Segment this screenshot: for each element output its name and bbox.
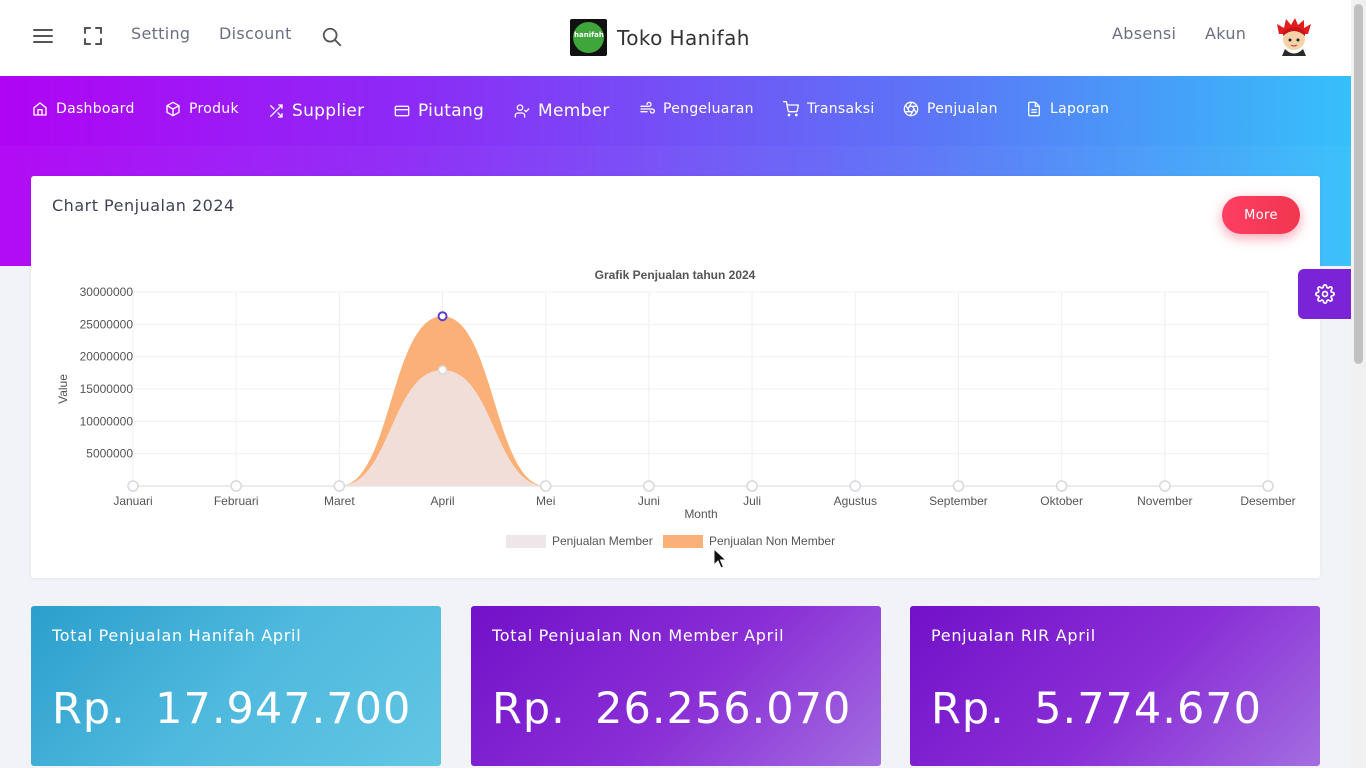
box-icon [166, 101, 180, 117]
scrollbar-thumb[interactable] [1354, 4, 1363, 364]
brand[interactable]: hanifah Toko Hanifah [570, 19, 750, 56]
stat-value: Rp. 17.947.700 [52, 684, 412, 734]
nav-label: Member [538, 101, 610, 121]
chart-y-tick-label: 20000000 [80, 350, 134, 364]
chart-x-tick-label: Maret [324, 494, 355, 508]
chart-point [333, 480, 346, 492]
chart-x-tick-label: Desember [1240, 494, 1295, 508]
menu-icon[interactable] [31, 24, 55, 48]
nav-item-penjualan[interactable]: Penjualan [903, 101, 998, 117]
chart-legend-swatch [663, 535, 703, 548]
nav-item-piutang[interactable]: Piutang [394, 101, 484, 121]
discount-link[interactable]: Discount [219, 24, 292, 43]
nav-label: Piutang [418, 101, 485, 121]
stat-label: Penjualan RIR April [931, 626, 1096, 645]
chart-point [1262, 480, 1274, 492]
chart-title: Grafik Penjualan tahun 2024 [595, 268, 756, 282]
chart-y-tick-label: 5000000 [86, 447, 133, 461]
credit-card-icon [394, 105, 410, 117]
chart-y-tick-label: 10000000 [80, 414, 134, 428]
chart-legend-swatch [506, 535, 546, 548]
chart-x-tick-label: Agustus [834, 494, 877, 508]
file-icon [1028, 101, 1040, 117]
main-nav: Dashboard Produk Supplier Piutang Member… [0, 76, 1351, 146]
nav-label: Supplier [292, 101, 365, 121]
nav-label: Dashboard [56, 101, 135, 117]
chart-point [437, 365, 448, 375]
chart-area-non-member [133, 316, 1268, 486]
chart-y-tick-label: 30000000 [80, 285, 134, 299]
stat-card-total-hanifah: Total Penjualan Hanifah April Rp. 17.947… [31, 606, 441, 766]
fullscreen-icon[interactable] [81, 24, 105, 48]
home-icon [33, 102, 47, 116]
mouse-cursor-icon [713, 548, 727, 569]
chart-point [127, 480, 139, 492]
chart-x-tick-label: April [431, 494, 455, 508]
user-check-icon [514, 104, 530, 118]
stat-value: Rp. 26.256.070 [492, 684, 852, 734]
chart-y-tick-label: 25000000 [80, 317, 134, 331]
chart-y-tick-label: 15000000 [80, 382, 134, 396]
cart-icon [783, 101, 799, 117]
chart-y-axis-label: Value [56, 374, 70, 404]
chart-x-tick-label: Januari [113, 494, 152, 508]
nav-label: Penjualan [927, 101, 998, 117]
settings-tab[interactable] [1298, 269, 1351, 319]
stat-value: Rp. 5.774.670 [931, 684, 1263, 734]
nav-label: Laporan [1050, 101, 1110, 117]
chart-x-tick-label: Juli [743, 494, 761, 508]
nav-label: Produk [189, 101, 239, 117]
sales-chart: Grafik Penjualan tahun 2024 5000000 100000… [56, 268, 1296, 548]
chart-point [849, 480, 862, 492]
avatar[interactable] [1276, 18, 1312, 56]
chart-point [539, 480, 552, 492]
nav-item-transaksi[interactable]: Transaksi [783, 101, 875, 117]
akun-link[interactable]: Akun [1205, 24, 1247, 43]
brand-logo: hanifah [570, 19, 607, 56]
chart-x-tick-label: Juni [638, 494, 660, 508]
chart-point [437, 311, 448, 322]
nav-item-supplier[interactable]: Supplier [268, 101, 364, 121]
chart-x-tick-label: Februari [214, 494, 259, 508]
chart-point [1055, 480, 1068, 492]
chart-x-tick-label: September [929, 494, 988, 508]
chart-card-title: Chart Penjualan 2024 [52, 196, 235, 215]
aperture-icon [903, 101, 919, 117]
brand-name: Toko Hanifah [617, 25, 750, 50]
chart-point [643, 480, 655, 492]
gear-icon [1314, 284, 1335, 304]
chart-x-tick-label: Mei [536, 494, 555, 508]
nav-label: Pengeluaran [663, 101, 754, 117]
chart-point [952, 480, 965, 492]
wind-icon [640, 101, 655, 114]
top-bar: Setting Discount hanifah Toko Hanifah Ab… [0, 0, 1351, 76]
nav-item-member[interactable]: Member [514, 101, 610, 121]
stat-card-penjualan-rir: Penjualan RIR April Rp. 5.774.670 [910, 606, 1320, 766]
stat-label: Total Penjualan Non Member April [492, 626, 785, 645]
chart-x-tick-label: Oktober [1040, 494, 1083, 508]
shuffle-icon [270, 104, 283, 118]
chart-x-tick-label: November [1137, 494, 1192, 508]
search-icon[interactable] [321, 26, 345, 50]
nav-item-produk[interactable]: Produk [165, 101, 239, 117]
page-scrollbar[interactable] [1351, 0, 1366, 768]
setting-link[interactable]: Setting [131, 24, 191, 43]
chart-point [230, 480, 242, 492]
nav-label: Transaksi [807, 101, 875, 117]
chart-area-member [133, 369, 1268, 486]
nav-item-laporan[interactable]: Laporan [1026, 101, 1109, 117]
nav-item-dashboard[interactable]: Dashboard [32, 101, 135, 117]
absensi-link[interactable]: Absensi [1112, 24, 1177, 43]
chart-point [1159, 480, 1171, 492]
more-button[interactable]: More [1222, 196, 1300, 234]
stat-label: Total Penjualan Hanifah April [52, 626, 302, 645]
chart-x-axis-label: Month [684, 507, 717, 521]
chart-card: Grafik Penjualan tahun 2024 5000000 100000… [31, 176, 1320, 578]
chart-legend-label: Penjualan Member [552, 534, 653, 548]
stat-card-total-non-member: Total Penjualan Non Member April Rp. 26.… [471, 606, 881, 766]
chart-point [746, 480, 758, 492]
nav-item-pengeluaran[interactable]: Pengeluaran [639, 101, 754, 117]
chart-legend-label: Penjualan Non Member [709, 534, 835, 548]
